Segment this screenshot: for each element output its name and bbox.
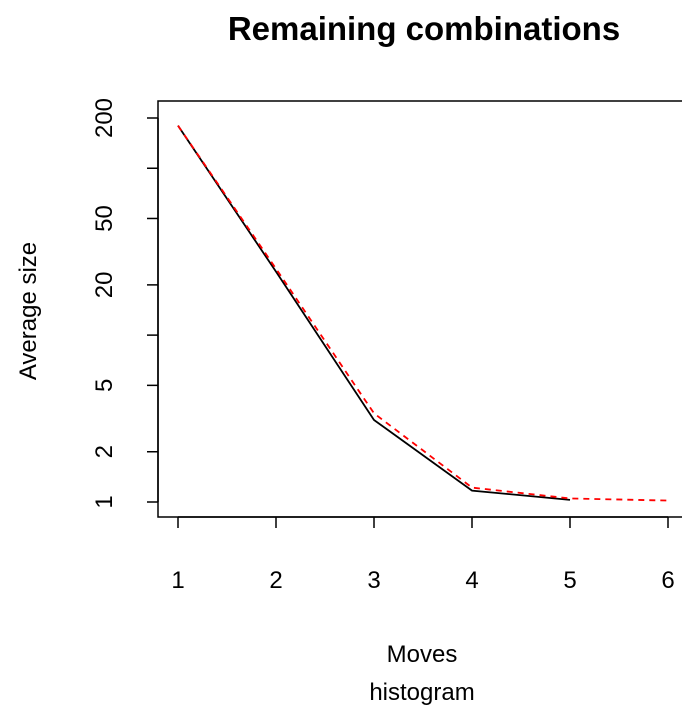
x-tick-label: 4 — [465, 567, 478, 594]
y-tick-label: 5 — [91, 379, 118, 392]
x-axis-label-line2: histogram — [369, 679, 474, 706]
chart-title: Remaining combinations — [228, 10, 620, 47]
series-layer — [177, 125, 669, 502]
x-tick-label: 1 — [171, 567, 184, 594]
y-tick-label: 50 — [91, 205, 118, 232]
x-tick-label: 3 — [367, 567, 380, 594]
x-tick-label: 5 — [563, 567, 576, 594]
x-tick-label: 6 — [661, 567, 674, 594]
x-axis-label: Moves — [387, 641, 458, 668]
x-axis: 1 2 3 4 5 6 — [171, 516, 675, 594]
y-axis-label: Average size — [15, 242, 42, 380]
y-tick-label: 2 — [91, 445, 118, 458]
y-tick-label: 200 — [91, 98, 118, 138]
y-tick-label: 20 — [91, 272, 118, 299]
y-axis: 1 2 5 20 50 200 — [91, 98, 159, 509]
y-tick-label: 1 — [91, 495, 118, 508]
dashed-series-line — [177, 125, 669, 502]
x-tick-label: 2 — [269, 567, 282, 594]
plot-frame — [157, 100, 682, 518]
solid-series-line — [177, 125, 571, 501]
